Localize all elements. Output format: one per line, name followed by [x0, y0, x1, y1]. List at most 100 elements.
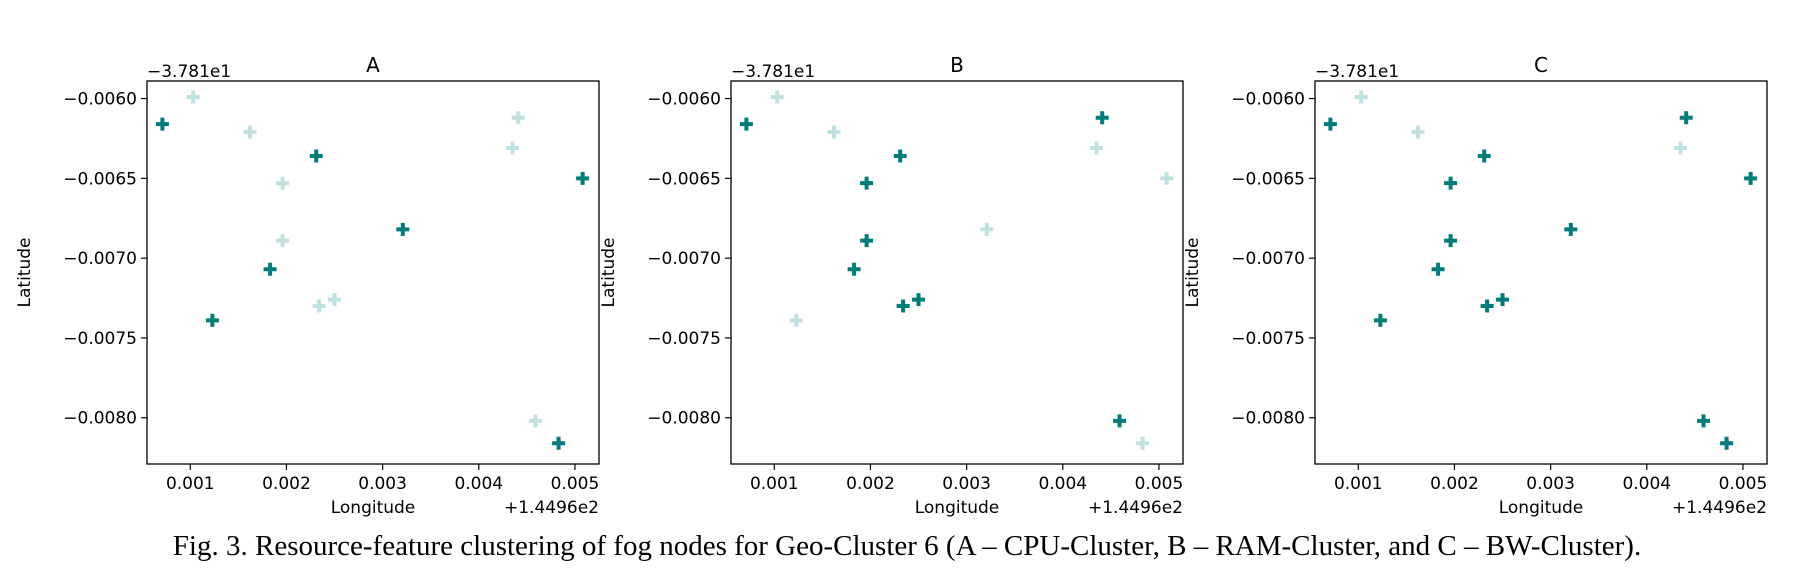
- data-point-unselected: [328, 293, 342, 307]
- data-point-selected: [1444, 176, 1458, 190]
- chart-panel-a: A −3.781e1 0.001 0.002 0.003 0.004 0.005 −0.006…: [15, 53, 600, 518]
- data-points: [739, 90, 1174, 450]
- y-axis-label: Latitude: [599, 238, 619, 308]
- x-offset-label: +1.4496e2: [504, 498, 599, 518]
- y-offset-label: −3.781e1: [147, 62, 231, 82]
- y-tick-label: −0.0080: [63, 409, 137, 429]
- x-tick-label: 0.004: [454, 474, 503, 494]
- chart-title: A: [366, 53, 380, 77]
- data-point-selected: [1431, 262, 1445, 276]
- x-tick-label: 0.001: [750, 474, 799, 494]
- data-point-selected: [912, 293, 926, 307]
- data-point-selected: [739, 117, 753, 131]
- data-point-unselected: [505, 141, 519, 155]
- x-axis-label: Longitude: [915, 498, 1000, 518]
- data-point-selected: [155, 117, 169, 131]
- y-tick-label: −0.0080: [1231, 409, 1305, 429]
- data-point-selected: [860, 176, 874, 190]
- data-point-unselected: [1411, 125, 1425, 139]
- data-point-unselected: [1089, 141, 1103, 155]
- figure-caption: Fig. 3. Resource-feature clustering of f…: [172, 530, 1642, 562]
- y-tick-label: −0.0060: [647, 90, 721, 110]
- plot-frame: [730, 80, 1184, 465]
- data-point-selected: [1480, 299, 1494, 313]
- data-point-selected: [847, 262, 861, 276]
- data-point-selected: [1697, 414, 1711, 428]
- y-tick-label: −0.0065: [63, 169, 137, 189]
- y-tick-label: −0.0065: [1231, 169, 1305, 189]
- data-point-unselected: [186, 90, 200, 104]
- data-point-unselected: [1136, 436, 1150, 450]
- y-tick-label: −0.0070: [1231, 249, 1305, 269]
- data-point-unselected: [770, 90, 784, 104]
- y-tick-label: −0.0060: [63, 90, 137, 110]
- plot-frame: [146, 80, 600, 465]
- data-point-selected: [1113, 414, 1127, 428]
- y-axis-label: Latitude: [1183, 238, 1203, 308]
- data-point-selected: [263, 262, 277, 276]
- chart-panel-b: B −3.781e1 0.001 0.002 0.003 0.004 0.005 −0.006…: [599, 53, 1184, 518]
- y-tick-label: −0.0060: [1231, 90, 1305, 110]
- x-tick-label: 0.005: [1135, 474, 1184, 494]
- data-point-selected: [1744, 171, 1758, 185]
- x-tick-label: 0.002: [262, 474, 311, 494]
- plot-frame: [1314, 80, 1768, 465]
- y-tick-label: −0.0075: [647, 329, 721, 349]
- data-point-selected: [309, 149, 323, 163]
- data-point-unselected: [1673, 141, 1687, 155]
- data-point-selected: [396, 222, 410, 236]
- data-point-selected: [896, 299, 910, 313]
- data-point-unselected: [276, 176, 290, 190]
- x-tick-label: 0.004: [1038, 474, 1087, 494]
- data-points: [155, 90, 590, 450]
- data-point-unselected: [1160, 171, 1174, 185]
- data-point-selected: [893, 149, 907, 163]
- x-tick-label: 0.005: [551, 474, 600, 494]
- data-point-unselected: [827, 125, 841, 139]
- y-tick-label: −0.0075: [63, 329, 137, 349]
- y-tick-label: −0.0070: [63, 249, 137, 269]
- data-point-unselected: [980, 222, 994, 236]
- x-tick-label: 0.004: [1622, 474, 1671, 494]
- data-point-unselected: [276, 234, 290, 248]
- y-tick-label: −0.0080: [647, 409, 721, 429]
- data-point-selected: [1564, 222, 1578, 236]
- data-point-unselected: [529, 414, 543, 428]
- x-tick-label: 0.005: [1719, 474, 1768, 494]
- chart-title: C: [1534, 53, 1548, 77]
- y-tick-label: −0.0075: [1231, 329, 1305, 349]
- y-offset-label: −3.781e1: [731, 62, 815, 82]
- data-point-selected: [552, 436, 566, 450]
- data-point-unselected: [243, 125, 257, 139]
- data-points: [1323, 90, 1758, 450]
- x-axis-label: Longitude: [331, 498, 416, 518]
- y-tick-label: −0.0070: [647, 249, 721, 269]
- data-point-unselected: [312, 299, 326, 313]
- data-point-selected: [1720, 436, 1734, 450]
- x-tick-label: 0.003: [358, 474, 407, 494]
- data-point-selected: [1373, 313, 1387, 327]
- chart-panel-c: C −3.781e1 0.001 0.002 0.003 0.004 0.005 −0.006…: [1183, 53, 1768, 518]
- chart-title: B: [950, 53, 964, 77]
- x-tick-label: 0.001: [166, 474, 215, 494]
- x-tick-label: 0.003: [1526, 474, 1575, 494]
- data-point-unselected: [511, 111, 525, 125]
- data-point-selected: [1323, 117, 1337, 131]
- x-tick-label: 0.002: [1430, 474, 1479, 494]
- y-axis-label: Latitude: [15, 238, 35, 308]
- y-tick-label: −0.0065: [647, 169, 721, 189]
- data-point-selected: [1679, 111, 1693, 125]
- x-offset-label: +1.4496e2: [1672, 498, 1767, 518]
- y-offset-label: −3.781e1: [1315, 62, 1399, 82]
- data-point-selected: [205, 313, 219, 327]
- x-tick-label: 0.003: [942, 474, 991, 494]
- data-point-selected: [1444, 234, 1458, 248]
- data-point-selected: [576, 171, 590, 185]
- data-point-selected: [1095, 111, 1109, 125]
- x-offset-label: +1.4496e2: [1088, 498, 1183, 518]
- data-point-unselected: [789, 313, 803, 327]
- data-point-selected: [1477, 149, 1491, 163]
- x-tick-label: 0.002: [846, 474, 895, 494]
- x-axis-label: Longitude: [1499, 498, 1584, 518]
